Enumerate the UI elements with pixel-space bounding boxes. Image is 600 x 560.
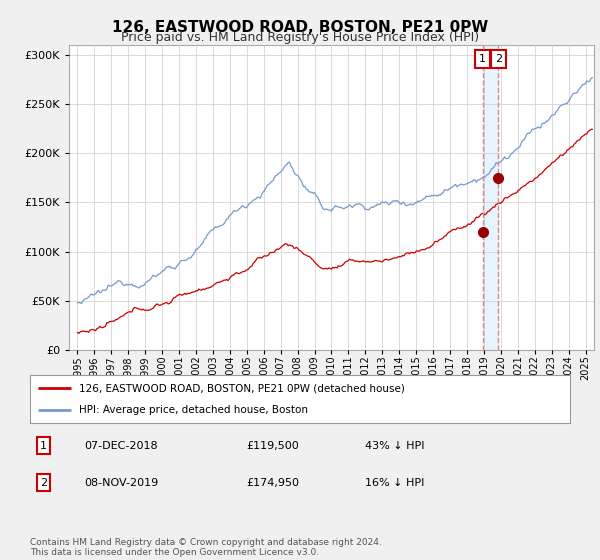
Text: Price paid vs. HM Land Registry's House Price Index (HPI): Price paid vs. HM Land Registry's House … [121,31,479,44]
Text: 08-NOV-2019: 08-NOV-2019 [84,478,158,488]
Bar [482,45,499,350]
Text: 1: 1 [479,54,486,64]
Text: 07-DEC-2018: 07-DEC-2018 [84,441,158,451]
Text: 2: 2 [495,54,502,64]
Text: HPI: Average price, detached house, Boston: HPI: Average price, detached house, Bost… [79,405,308,415]
Text: £174,950: £174,950 [246,478,299,488]
Text: 43% ↓ HPI: 43% ↓ HPI [365,441,424,451]
Text: 16% ↓ HPI: 16% ↓ HPI [365,478,424,488]
Text: 2: 2 [40,478,47,488]
Text: Contains HM Land Registry data © Crown copyright and database right 2024.
This d: Contains HM Land Registry data © Crown c… [30,538,382,557]
Text: 1: 1 [40,441,47,451]
Text: 126, EASTWOOD ROAD, BOSTON, PE21 0PW: 126, EASTWOOD ROAD, BOSTON, PE21 0PW [112,20,488,35]
Text: £119,500: £119,500 [246,441,299,451]
Text: 126, EASTWOOD ROAD, BOSTON, PE21 0PW (detached house): 126, EASTWOOD ROAD, BOSTON, PE21 0PW (de… [79,383,404,393]
